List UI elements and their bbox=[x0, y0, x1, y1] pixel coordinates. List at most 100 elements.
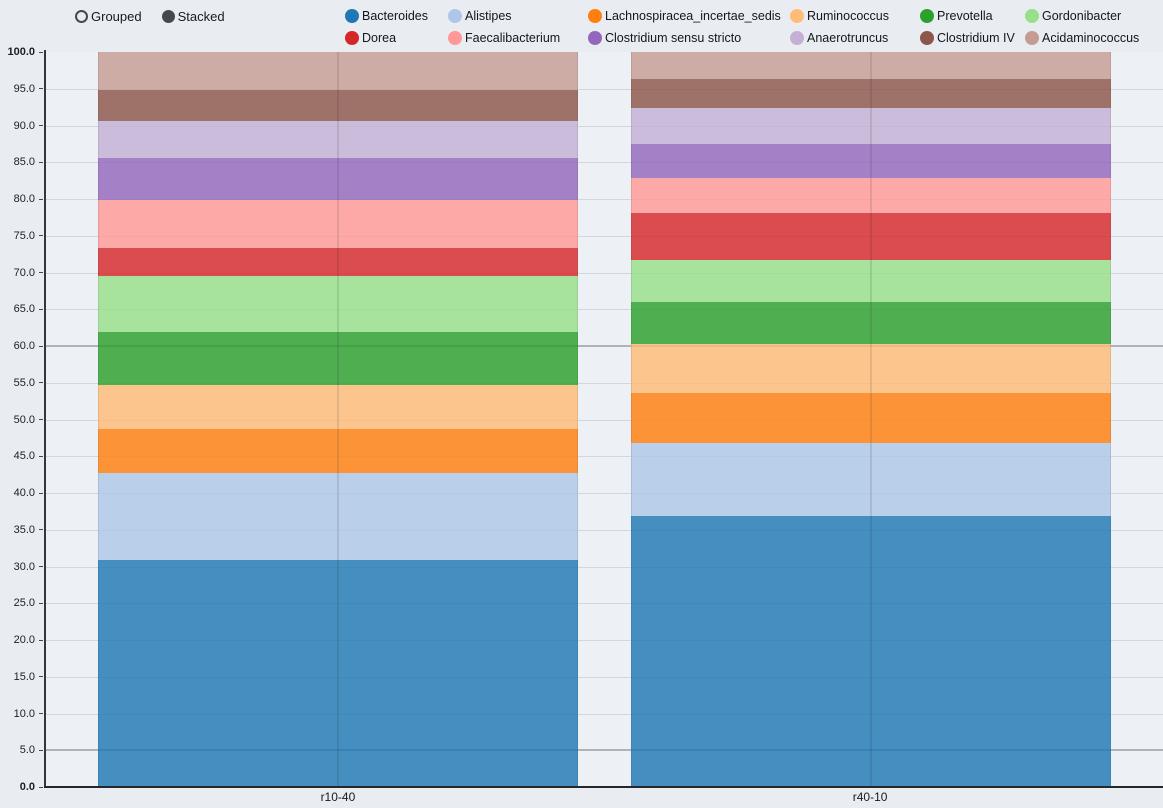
legend-color-dot bbox=[588, 31, 602, 45]
y-tick-mark bbox=[39, 308, 43, 310]
bar-segment-dorea[interactable] bbox=[98, 248, 578, 277]
gridline bbox=[45, 88, 1163, 90]
plot-area bbox=[45, 52, 1163, 787]
legend-item-faecalibacterium[interactable]: Faecalibacterium bbox=[448, 27, 588, 49]
radio-unselected-icon[interactable] bbox=[75, 9, 88, 23]
gridline bbox=[45, 309, 1163, 311]
gridline bbox=[45, 272, 1163, 274]
legend-label: Faecalibacterium bbox=[465, 31, 561, 45]
y-tick-mark bbox=[39, 382, 43, 384]
y-tick-mark bbox=[39, 51, 43, 53]
legend-item-clostridium-sensu-stricto[interactable]: Clostridium sensu stricto bbox=[588, 27, 790, 49]
x-axis-line bbox=[44, 786, 1163, 788]
bar-segment-lachnospiracea_incertae_sedis[interactable] bbox=[98, 429, 578, 474]
radio-grouped[interactable]: Grouped bbox=[75, 9, 142, 24]
bar-segment-lachnospiracea_incertae_sedis[interactable] bbox=[631, 393, 1111, 444]
stacked-bar-r10-40[interactable] bbox=[98, 52, 578, 787]
y-tick-label: 45.0 bbox=[13, 450, 35, 463]
bar-segment-acidaminococcus[interactable] bbox=[98, 52, 578, 91]
y-tick-mark bbox=[39, 88, 43, 90]
y-tick-label: 60.0 bbox=[13, 340, 35, 352]
y-tick-label: 20.0 bbox=[13, 634, 35, 646]
chart-legend: Bacteroides Alistipes Lachnospiracea_incer… bbox=[345, 5, 1139, 49]
y-tick-label: 100.0 bbox=[7, 46, 35, 58]
bar-segment-clostridium-sensu-stricto[interactable] bbox=[631, 143, 1111, 178]
x-tick-label-r10-40: r10-40 bbox=[320, 790, 356, 804]
y-tick-mark bbox=[39, 786, 43, 788]
bar-segment-prevotella[interactable] bbox=[631, 301, 1111, 344]
y-tick-mark bbox=[39, 198, 43, 200]
legend-color-dot bbox=[448, 31, 462, 45]
gridline bbox=[45, 162, 1163, 164]
legend-item-prevotella[interactable]: Prevotella bbox=[920, 5, 1025, 27]
y-tick-mark bbox=[39, 419, 43, 420]
bar-segment-dorea[interactable] bbox=[631, 213, 1111, 261]
y-tick-mark bbox=[39, 161, 43, 163]
bar-segment-faecalibacterium[interactable] bbox=[98, 199, 578, 249]
gridline bbox=[45, 603, 1163, 605]
legend-label: Clostridium sensu stricto bbox=[605, 31, 742, 45]
gridline bbox=[45, 199, 1163, 200]
y-tick-mark bbox=[39, 676, 43, 678]
gridline bbox=[45, 456, 1163, 458]
gridline bbox=[45, 125, 1163, 127]
legend-item-anaerotruncus[interactable]: Anaerotruncus bbox=[790, 27, 920, 49]
y-tick-label: 90.0 bbox=[13, 119, 35, 132]
bar-segment-ruminococcus[interactable] bbox=[98, 384, 578, 430]
legend-color-dot bbox=[345, 31, 359, 45]
legend-item-bacteroides[interactable]: Bacteroides bbox=[345, 5, 448, 27]
bar-segment-clostridium-iv[interactable] bbox=[98, 90, 578, 122]
legend-item-acidaminococcus[interactable]: Acidaminococcus bbox=[1025, 27, 1139, 49]
bar-segment-anaerotruncus[interactable] bbox=[631, 107, 1111, 144]
bar-segment-alistipes[interactable] bbox=[98, 473, 578, 560]
y-tick-label: 40.0 bbox=[13, 487, 35, 499]
gridline bbox=[45, 529, 1163, 531]
y-tick-label: 25.0 bbox=[13, 597, 35, 610]
legend-label: Alistipes bbox=[465, 9, 512, 23]
stacked-bar-r40-10[interactable] bbox=[631, 52, 1111, 787]
gridline bbox=[45, 713, 1163, 715]
legend-item-ruminococcus[interactable]: Ruminococcus bbox=[790, 5, 920, 27]
legend-item-lachnospiracea_incertae_sedis[interactable]: Lachnospiracea_incertae_sedis bbox=[588, 5, 790, 27]
x-axis-tick-labels: r10-40 r40-10 bbox=[45, 790, 1163, 808]
legend-item-clostridium-iv[interactable]: Clostridium IV bbox=[920, 27, 1025, 49]
radio-selected-icon[interactable] bbox=[161, 9, 175, 23]
y-tick-label: 30.0 bbox=[13, 560, 35, 573]
y-tick-label: 80.0 bbox=[13, 193, 35, 205]
y-tick-label: 35.0 bbox=[13, 523, 35, 536]
bar-segment-ruminococcus[interactable] bbox=[631, 343, 1111, 394]
bar-segment-faecalibacterium[interactable] bbox=[631, 177, 1111, 214]
bar-segment-bacteroides[interactable] bbox=[98, 559, 578, 787]
gridline bbox=[45, 382, 1163, 384]
y-tick-label: 70.0 bbox=[13, 266, 35, 279]
radio-stacked[interactable]: Stacked bbox=[161, 9, 225, 24]
legend-item-alistipes[interactable]: Alistipes bbox=[448, 5, 588, 27]
bar-segment-gordonibacter[interactable] bbox=[98, 276, 578, 333]
y-tick-mark bbox=[39, 272, 43, 273]
bar-segment-anaerotruncus[interactable] bbox=[98, 121, 578, 158]
legend-color-dot bbox=[345, 9, 359, 23]
bar-segment-gordonibacter[interactable] bbox=[631, 260, 1111, 302]
bar-segment-clostridium-sensu-stricto[interactable] bbox=[98, 157, 578, 200]
bar-segment-clostridium-iv[interactable] bbox=[631, 79, 1111, 108]
bar-segment-acidaminococcus[interactable] bbox=[631, 52, 1111, 80]
legend-label: Gordonibacter bbox=[1042, 9, 1122, 23]
legend-color-dot bbox=[790, 9, 804, 23]
bar-segment-prevotella[interactable] bbox=[98, 332, 578, 385]
legend-item-gordonibacter[interactable]: Gordonibacter bbox=[1025, 5, 1139, 27]
y-tick-mark bbox=[39, 235, 43, 237]
legend-item-dorea[interactable]: Dorea bbox=[345, 27, 448, 49]
y-tick-mark bbox=[39, 125, 43, 126]
bar-segment-bacteroides[interactable] bbox=[631, 515, 1111, 787]
gridline bbox=[45, 640, 1163, 641]
y-tick-label: 15.0 bbox=[13, 670, 35, 683]
y-tick-label: 85.0 bbox=[13, 156, 35, 169]
gridline bbox=[45, 566, 1163, 568]
y-tick-mark bbox=[39, 345, 43, 347]
legend-color-dot bbox=[920, 31, 934, 45]
bar-segment-alistipes[interactable] bbox=[631, 443, 1111, 516]
legend-color-dot bbox=[920, 9, 934, 23]
gridline-emphasized bbox=[45, 749, 1163, 752]
y-axis-tick-labels: 0.0 5.0 10.0 15.0 20.0 25.0 30.0 35.0 40.0 45.0 50… bbox=[0, 46, 44, 793]
